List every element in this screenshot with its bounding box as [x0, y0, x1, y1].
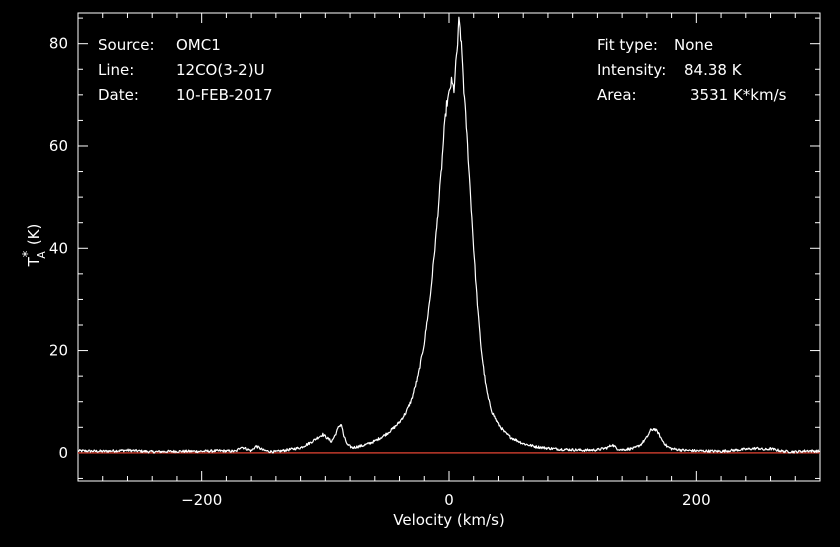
- y-tick-label: 40: [49, 239, 68, 257]
- line-value: 12CO(3-2)U: [176, 61, 265, 79]
- y-tick-label: 80: [49, 35, 68, 53]
- date-value: 10-FEB-2017: [176, 86, 272, 104]
- source-label: Source:: [98, 36, 155, 54]
- y-tick-label: 0: [58, 444, 68, 462]
- y-axis-label: T*A (K): [21, 224, 48, 268]
- area-value: 3531 K*km/s: [690, 86, 787, 104]
- intensity-label: Intensity:: [597, 61, 666, 79]
- x-axis-label: Velocity (km/s): [393, 511, 504, 529]
- intensity-value: 84.38 K: [684, 61, 743, 79]
- area-label: Area:: [597, 86, 637, 104]
- x-tick-label: 0: [444, 491, 454, 509]
- fit-type-value: None: [674, 36, 713, 54]
- series-layer: [77, 16, 821, 454]
- ticks-layer: −200 0 200 0 20 40 60 80: [49, 13, 820, 509]
- x-tick-label: 200: [682, 491, 711, 509]
- source-value: OMC1: [176, 36, 221, 54]
- line-label: Line:: [98, 61, 134, 79]
- svg-text:T*A(K): T*A (K): [21, 224, 48, 268]
- y-axis-label-sub: A: [35, 251, 48, 259]
- spectrum-series-line: [77, 16, 821, 454]
- fit-type-label: Fit type:: [597, 36, 658, 54]
- y-tick-label: 60: [49, 137, 68, 155]
- y-tick-label: 20: [49, 342, 68, 360]
- x-tick-label: −200: [181, 491, 222, 509]
- y-axis-label-unit: (K): [25, 224, 43, 246]
- y-axis-label-main: T: [25, 256, 43, 267]
- y-axis-label-sup: *: [21, 250, 36, 257]
- date-label: Date:: [98, 86, 139, 104]
